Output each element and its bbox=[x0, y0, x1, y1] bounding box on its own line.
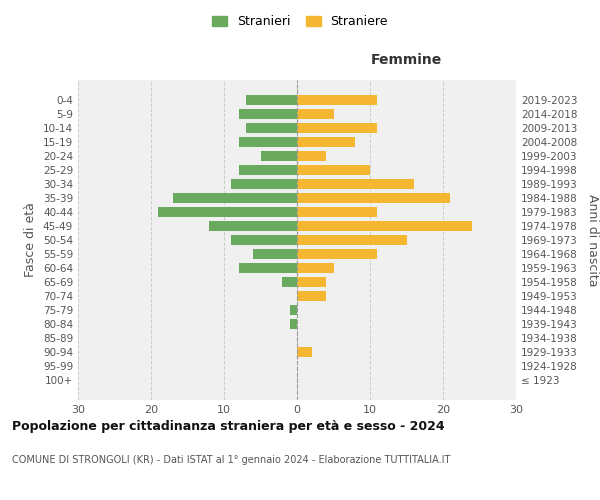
Bar bbox=[297, 136, 355, 147]
Bar bbox=[297, 108, 334, 119]
Bar bbox=[297, 206, 377, 217]
Bar bbox=[297, 291, 326, 302]
Bar bbox=[260, 150, 297, 161]
Text: Popolazione per cittadinanza straniera per età e sesso - 2024: Popolazione per cittadinanza straniera p… bbox=[12, 420, 445, 433]
Bar bbox=[239, 136, 297, 147]
Bar bbox=[297, 347, 311, 358]
Bar bbox=[239, 263, 297, 274]
Bar bbox=[209, 220, 297, 231]
Bar bbox=[239, 164, 297, 175]
Bar bbox=[297, 249, 377, 260]
Text: Femmine: Femmine bbox=[371, 53, 442, 67]
Bar bbox=[232, 178, 297, 189]
Bar bbox=[173, 192, 297, 203]
Bar bbox=[297, 263, 334, 274]
Bar bbox=[246, 122, 297, 133]
Bar bbox=[297, 234, 407, 246]
Y-axis label: Anni di nascita: Anni di nascita bbox=[586, 194, 599, 286]
Bar bbox=[297, 277, 326, 287]
Bar bbox=[290, 305, 297, 316]
Legend: Stranieri, Straniere: Stranieri, Straniere bbox=[208, 11, 392, 32]
Bar bbox=[297, 122, 377, 133]
Bar bbox=[297, 164, 370, 175]
Y-axis label: Fasce di età: Fasce di età bbox=[25, 202, 37, 278]
Bar bbox=[290, 319, 297, 330]
Bar bbox=[253, 249, 297, 260]
Bar bbox=[297, 150, 326, 161]
Bar bbox=[283, 277, 297, 287]
Bar bbox=[297, 94, 377, 105]
Text: COMUNE DI STRONGOLI (KR) - Dati ISTAT al 1° gennaio 2024 - Elaborazione TUTTITAL: COMUNE DI STRONGOLI (KR) - Dati ISTAT al… bbox=[12, 455, 451, 465]
Bar bbox=[297, 192, 451, 203]
Bar bbox=[246, 94, 297, 105]
Bar bbox=[232, 234, 297, 246]
Bar bbox=[297, 178, 414, 189]
Bar bbox=[297, 220, 472, 231]
Bar bbox=[239, 108, 297, 119]
Bar bbox=[158, 206, 297, 217]
